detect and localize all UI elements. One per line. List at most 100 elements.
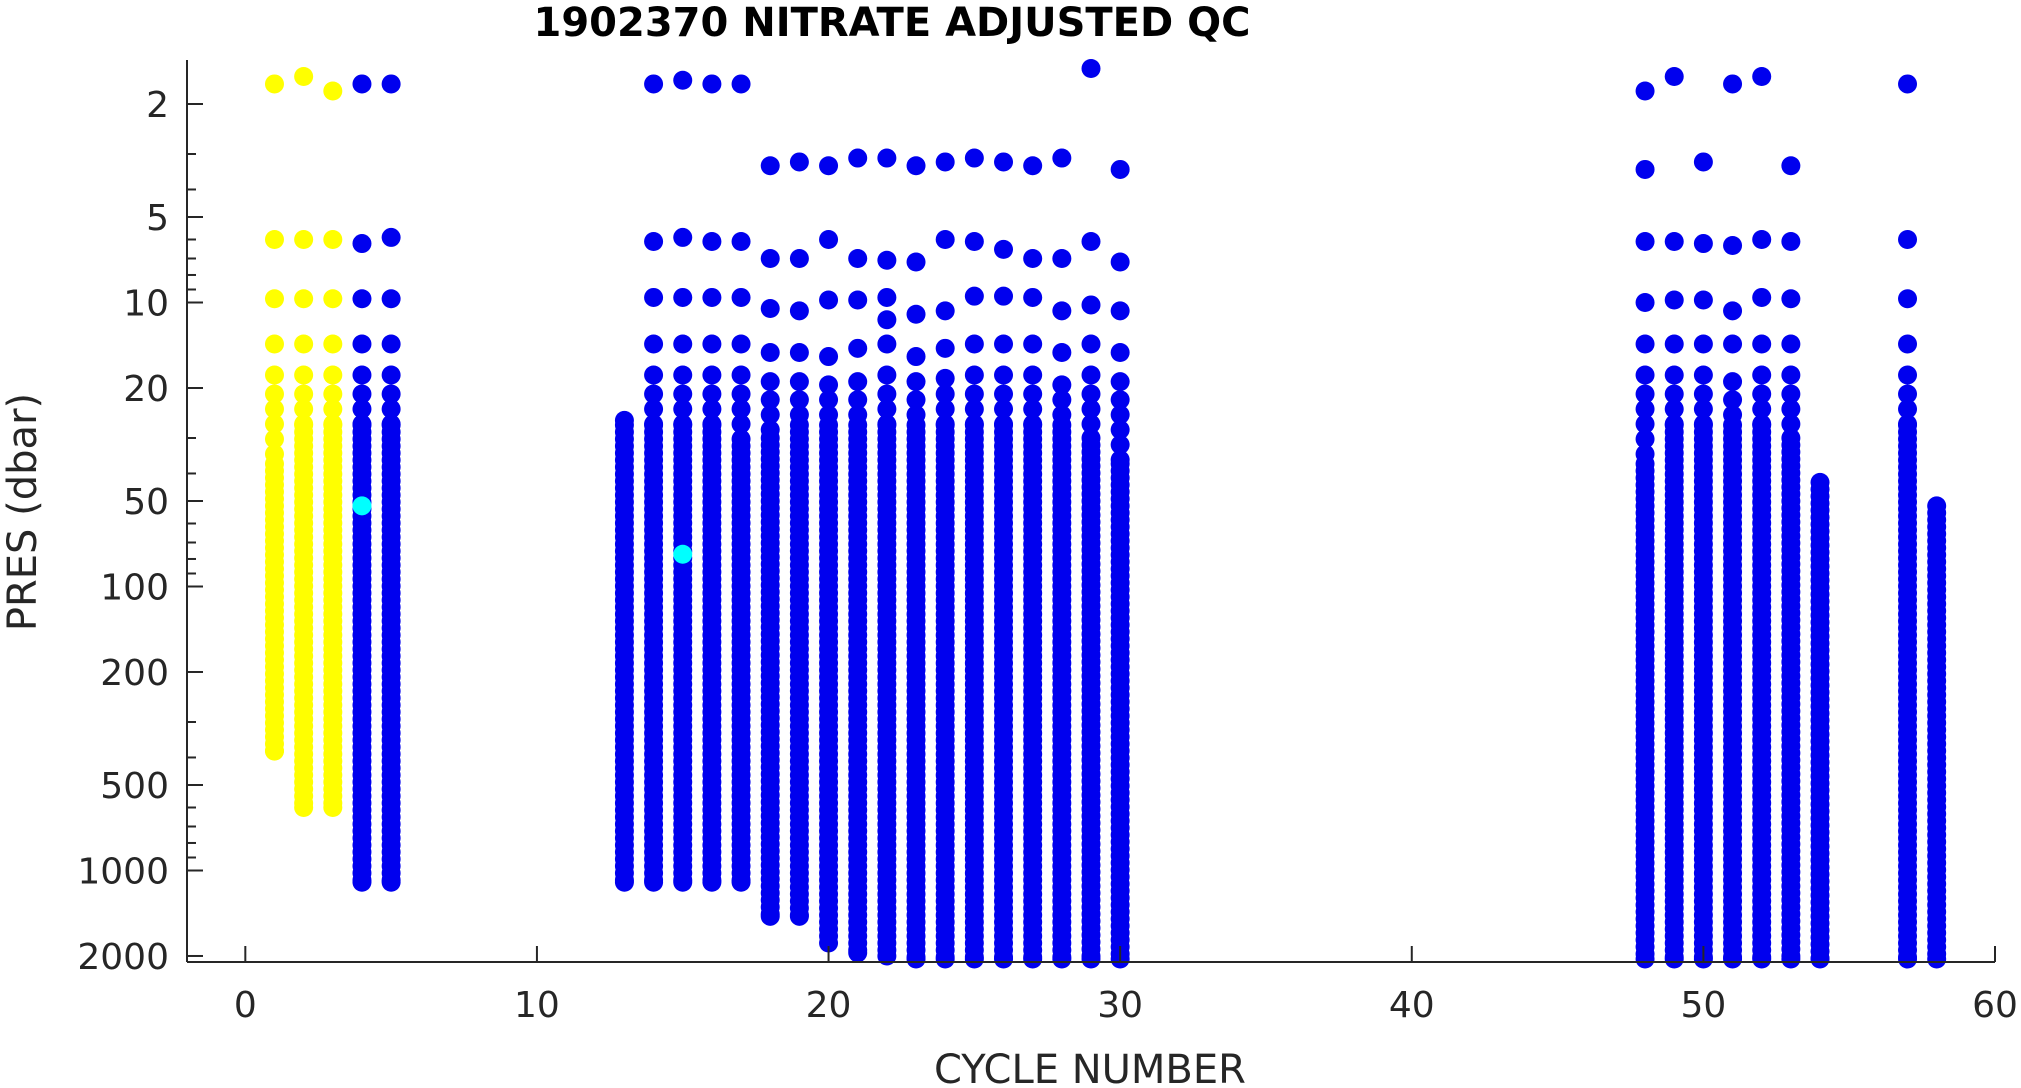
x-tick-label: 10: [514, 985, 560, 1026]
blue-data-point: [644, 74, 664, 94]
x-tick-label: 50: [1680, 985, 1726, 1026]
blue-data-point: [848, 249, 868, 269]
yellow-data-point: [323, 384, 343, 404]
blue-data-point: [1110, 435, 1130, 455]
blue-data-point: [1081, 295, 1101, 315]
blue-data-point: [702, 872, 722, 892]
blue-data-point: [1052, 375, 1072, 395]
blue-data-point: [702, 365, 722, 385]
blue-data-point: [1052, 148, 1072, 168]
blue-data-point: [1023, 249, 1043, 269]
blue-data-point: [1635, 399, 1655, 419]
blue-data-point: [1752, 399, 1772, 419]
blue-data-point: [1723, 301, 1743, 321]
blue-data-point: [702, 74, 722, 94]
blue-data-point: [1081, 414, 1101, 434]
blue-data-point: [760, 343, 780, 363]
blue-data-point: [644, 399, 664, 419]
blue-data-point: [877, 384, 897, 404]
blue-data-point: [1693, 334, 1713, 354]
yellow-data-point: [264, 384, 284, 404]
yellow-data-point: [323, 229, 343, 249]
blue-data-point: [935, 229, 955, 249]
blue-data-point: [1023, 384, 1043, 404]
blue-data-point: [1898, 74, 1918, 94]
yellow-data-point: [294, 365, 314, 385]
blue-data-point: [1664, 384, 1684, 404]
y-tick-label: 10: [123, 283, 169, 324]
blue-data-point: [1781, 334, 1801, 354]
blue-data-point: [673, 227, 693, 247]
blue-data-point: [1081, 334, 1101, 354]
blue-data-point: [352, 384, 372, 404]
blue-data-point: [964, 399, 984, 419]
blue-data-point: [1898, 384, 1918, 404]
blue-data-point: [1081, 384, 1101, 404]
blue-data-point: [352, 289, 372, 309]
y-ticks: 2 5 10 20 50 100 200 500 1000 2000: [77, 85, 203, 978]
axes: 0 10 20 30 40 50 60 2 5 10 20 50 100 200 500 1000 2000: [77, 60, 2018, 1026]
blue-data-point: [1723, 74, 1743, 94]
blue-data-point: [1693, 365, 1713, 385]
x-tick-label: 0: [234, 985, 257, 1026]
x-tick-label: 20: [806, 985, 852, 1026]
blue-data-point: [789, 343, 809, 363]
blue-data-point: [789, 301, 809, 321]
blue-data-point: [994, 384, 1014, 404]
blue-data-point: [1110, 159, 1130, 179]
blue-data-point: [819, 933, 839, 953]
yellow-data-point: [323, 334, 343, 354]
blue-data-point: [1664, 232, 1684, 252]
yellow-data-point: [294, 797, 314, 817]
blue-data-point: [906, 156, 926, 176]
blue-data-point: [760, 405, 780, 425]
blue-data-point: [848, 943, 868, 963]
blue-data-point: [877, 399, 897, 419]
blue-data-point: [848, 338, 868, 358]
blue-data-point: [848, 148, 868, 168]
blue-data-point: [614, 872, 634, 892]
blue-data-point: [1635, 414, 1655, 434]
blue-data-point: [673, 365, 693, 385]
blue-data-point: [1781, 399, 1801, 419]
blue-data-point: [731, 399, 751, 419]
blue-data-point: [1081, 59, 1101, 79]
blue-data-point: [819, 375, 839, 395]
blue-data-point: [1752, 384, 1772, 404]
blue-data-point: [935, 301, 955, 321]
blue-data-point: [1898, 949, 1918, 969]
blue-data-point: [1752, 334, 1772, 354]
y-tick-label: 500: [100, 766, 169, 807]
blue-data-point: [1110, 390, 1130, 410]
y-tick-label: 20: [123, 369, 169, 410]
blue-data-point: [1898, 289, 1918, 309]
blue-data-point: [352, 365, 372, 385]
blue-data-point: [1664, 949, 1684, 969]
blue-data-point: [877, 148, 897, 168]
blue-data-point: [1023, 334, 1043, 354]
yellow-data-point: [294, 66, 314, 86]
blue-data-point: [381, 74, 401, 94]
blue-data-point: [1752, 287, 1772, 307]
blue-data-point: [819, 347, 839, 367]
yellow-data-point: [294, 289, 314, 309]
y-tick-label: 5: [146, 198, 169, 239]
blue-data-point: [731, 287, 751, 307]
blue-data-point: [1023, 949, 1043, 969]
blue-data-point: [1052, 343, 1072, 363]
blue-data-point: [1723, 236, 1743, 256]
blue-data-point: [994, 152, 1014, 172]
blue-data-point: [702, 287, 722, 307]
blue-data-point: [381, 384, 401, 404]
x-axis-label: CYCLE NUMBER: [934, 1047, 1246, 1088]
blue-data-point: [760, 372, 780, 392]
blue-data-point: [1898, 334, 1918, 354]
blue-data-point: [1052, 949, 1072, 969]
blue-data-point: [1664, 399, 1684, 419]
blue-data-point: [673, 384, 693, 404]
blue-data-point: [644, 384, 664, 404]
blue-data-point: [1693, 384, 1713, 404]
blue-data-point: [906, 304, 926, 324]
blue-data-point: [964, 232, 984, 252]
